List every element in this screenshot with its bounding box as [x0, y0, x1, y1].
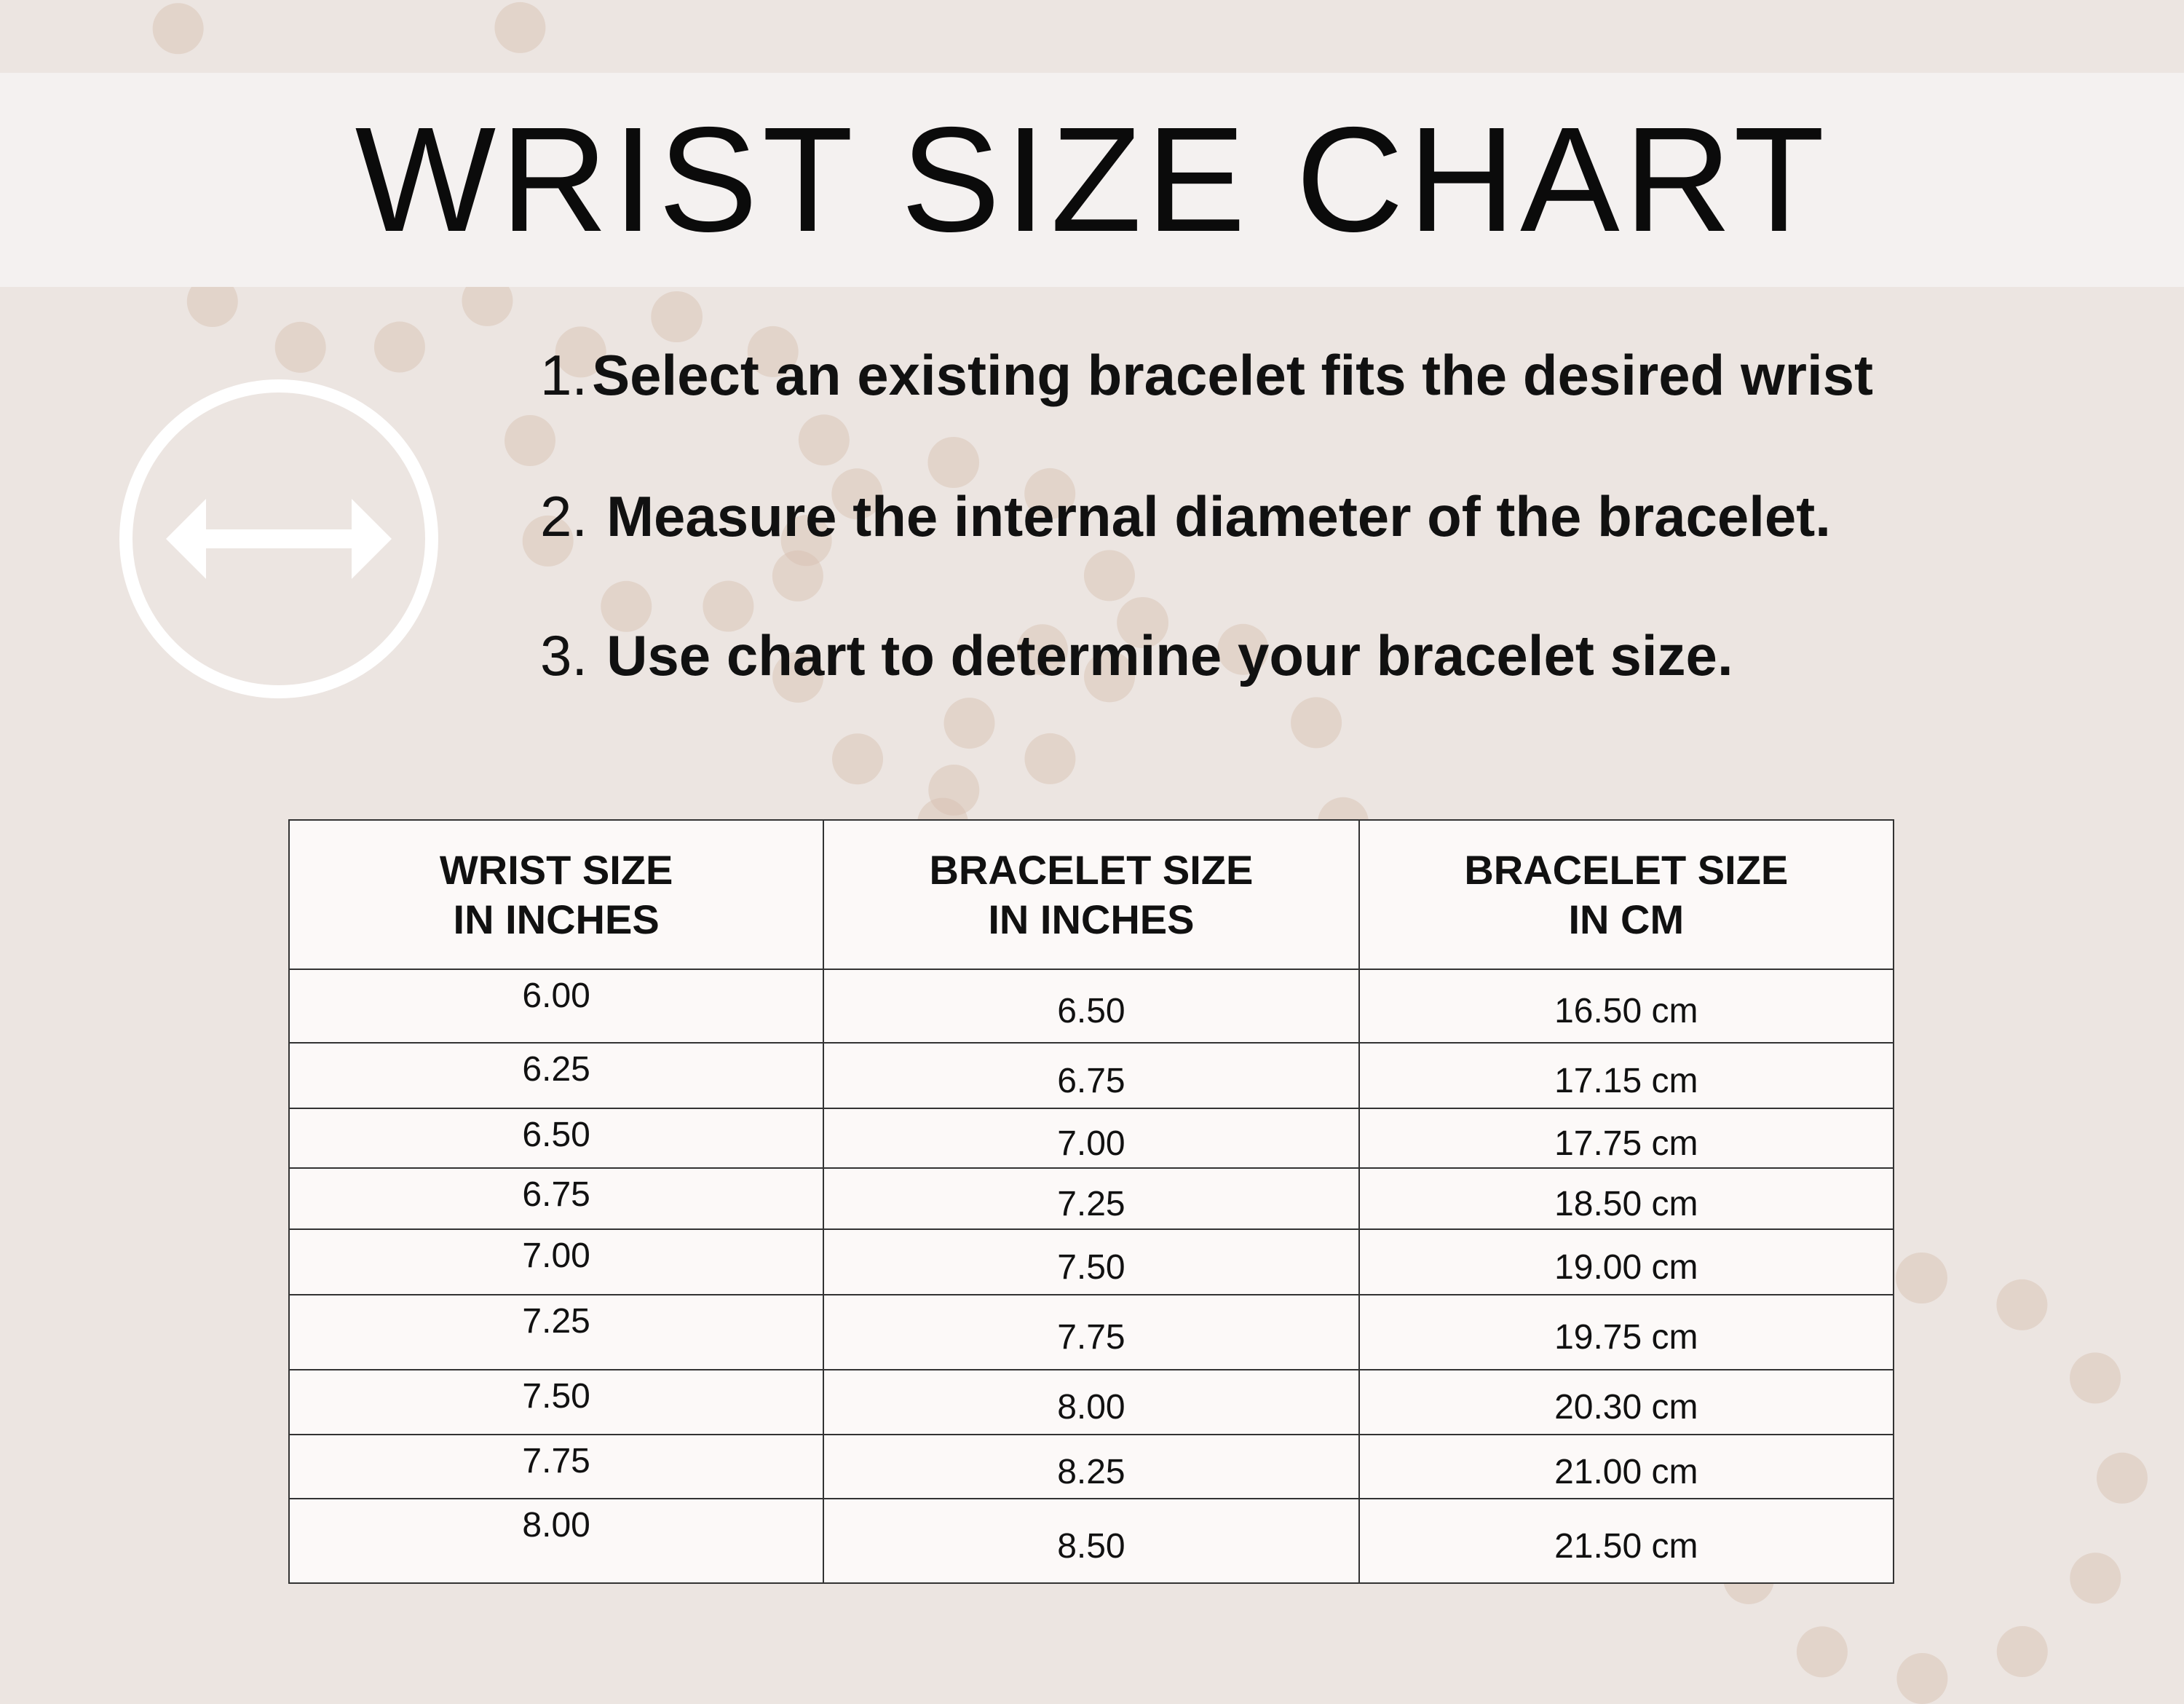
wrist-size-cell: 6.25 [288, 1042, 825, 1109]
table-row: 7.50 8.00 20.30 cm [288, 1369, 1895, 1435]
bracelet-cm-cell: 16.50 cm [1358, 969, 1895, 1044]
bracelet-inches-cell: 6.50 [823, 969, 1360, 1044]
header-wrist-inches: WRIST SIZE IN INCHES [288, 819, 825, 970]
table-row: 6.50 7.00 17.75 cm [288, 1108, 1895, 1169]
bracelet-inches-cell: 7.75 [823, 1294, 1360, 1370]
bracelet-inches-cell: 7.25 [823, 1167, 1360, 1230]
bracelet-cm-cell: 19.75 cm [1358, 1294, 1895, 1370]
step-text: Select an existing bracelet fits the des… [592, 343, 1874, 407]
step-1: 1. Select an existing bracelet fits the … [540, 342, 1873, 409]
bracelet-cm-cell: 18.50 cm [1358, 1167, 1895, 1230]
table-row: 7.75 8.25 21.00 cm [288, 1434, 1895, 1499]
step-3: 3. Use chart to determine your bracelet … [540, 623, 1733, 689]
bracelet-inches-cell: 6.75 [823, 1042, 1360, 1109]
wrist-size-cell: 8.00 [288, 1498, 825, 1584]
measure-arrow-icon [119, 379, 438, 698]
bracelet-cm-cell: 21.00 cm [1358, 1434, 1895, 1499]
step-text: Use chart to determine your bracelet siz… [606, 623, 1733, 687]
header-line: BRACELET SIZE [1464, 846, 1789, 893]
header-line: IN INCHES [988, 896, 1195, 942]
table-row: 8.00 8.50 21.50 cm [288, 1498, 1895, 1584]
step-2: 2. Measure the internal diameter of the … [540, 484, 1831, 550]
wrist-size-cell: 7.75 [288, 1434, 825, 1499]
header-line: IN INCHES [453, 896, 660, 942]
wrist-size-cell: 7.50 [288, 1369, 825, 1435]
table-row: 7.00 7.50 19.00 cm [288, 1228, 1895, 1295]
wrist-size-cell: 7.00 [288, 1228, 825, 1295]
header-line: IN CM [1568, 896, 1685, 942]
table-row: 7.25 7.75 19.75 cm [288, 1294, 1895, 1370]
bracelet-inches-cell: 8.00 [823, 1369, 1360, 1435]
table-header-row: WRIST SIZE IN INCHES BRACELET SIZE IN INCH… [288, 819, 1895, 970]
bracelet-inches-cell: 7.50 [823, 1228, 1360, 1295]
page-title: WRIST SIZE CHART [355, 96, 1829, 263]
bracelet-inches-cell: 8.50 [823, 1498, 1360, 1584]
header-line: WRIST SIZE [439, 846, 673, 893]
table-row: 6.00 6.50 16.50 cm [288, 969, 1895, 1044]
step-number: 1. [540, 343, 588, 407]
bracelet-cm-cell: 19.00 cm [1358, 1228, 1895, 1295]
header-bracelet-cm: BRACELET SIZE IN CM [1358, 819, 1895, 970]
wrist-size-cell: 6.00 [288, 969, 825, 1044]
size-table: WRIST SIZE IN INCHES BRACELET SIZE IN INCH… [288, 819, 1895, 1584]
step-number: 2. [540, 484, 588, 548]
wrist-size-cell: 6.50 [288, 1108, 825, 1169]
table-row: 6.75 7.25 18.50 cm [288, 1167, 1895, 1230]
header-bracelet-inches: BRACELET SIZE IN INCHES [823, 819, 1360, 970]
wrist-size-cell: 6.75 [288, 1167, 825, 1230]
bracelet-cm-cell: 17.75 cm [1358, 1108, 1895, 1169]
bracelet-cm-cell: 20.30 cm [1358, 1369, 1895, 1435]
bracelet-cm-cell: 21.50 cm [1358, 1498, 1895, 1584]
bracelet-inches-cell: 7.00 [823, 1108, 1360, 1169]
step-number: 3. [540, 623, 588, 687]
title-banner: WRIST SIZE CHART [0, 73, 2184, 287]
table-row: 6.25 6.75 17.15 cm [288, 1042, 1895, 1109]
wrist-size-cell: 7.25 [288, 1294, 825, 1370]
bracelet-cm-cell: 17.15 cm [1358, 1042, 1895, 1109]
bracelet-inches-cell: 8.25 [823, 1434, 1360, 1499]
header-line: BRACELET SIZE [929, 846, 1254, 893]
step-text: Measure the internal diameter of the bra… [606, 484, 1831, 548]
